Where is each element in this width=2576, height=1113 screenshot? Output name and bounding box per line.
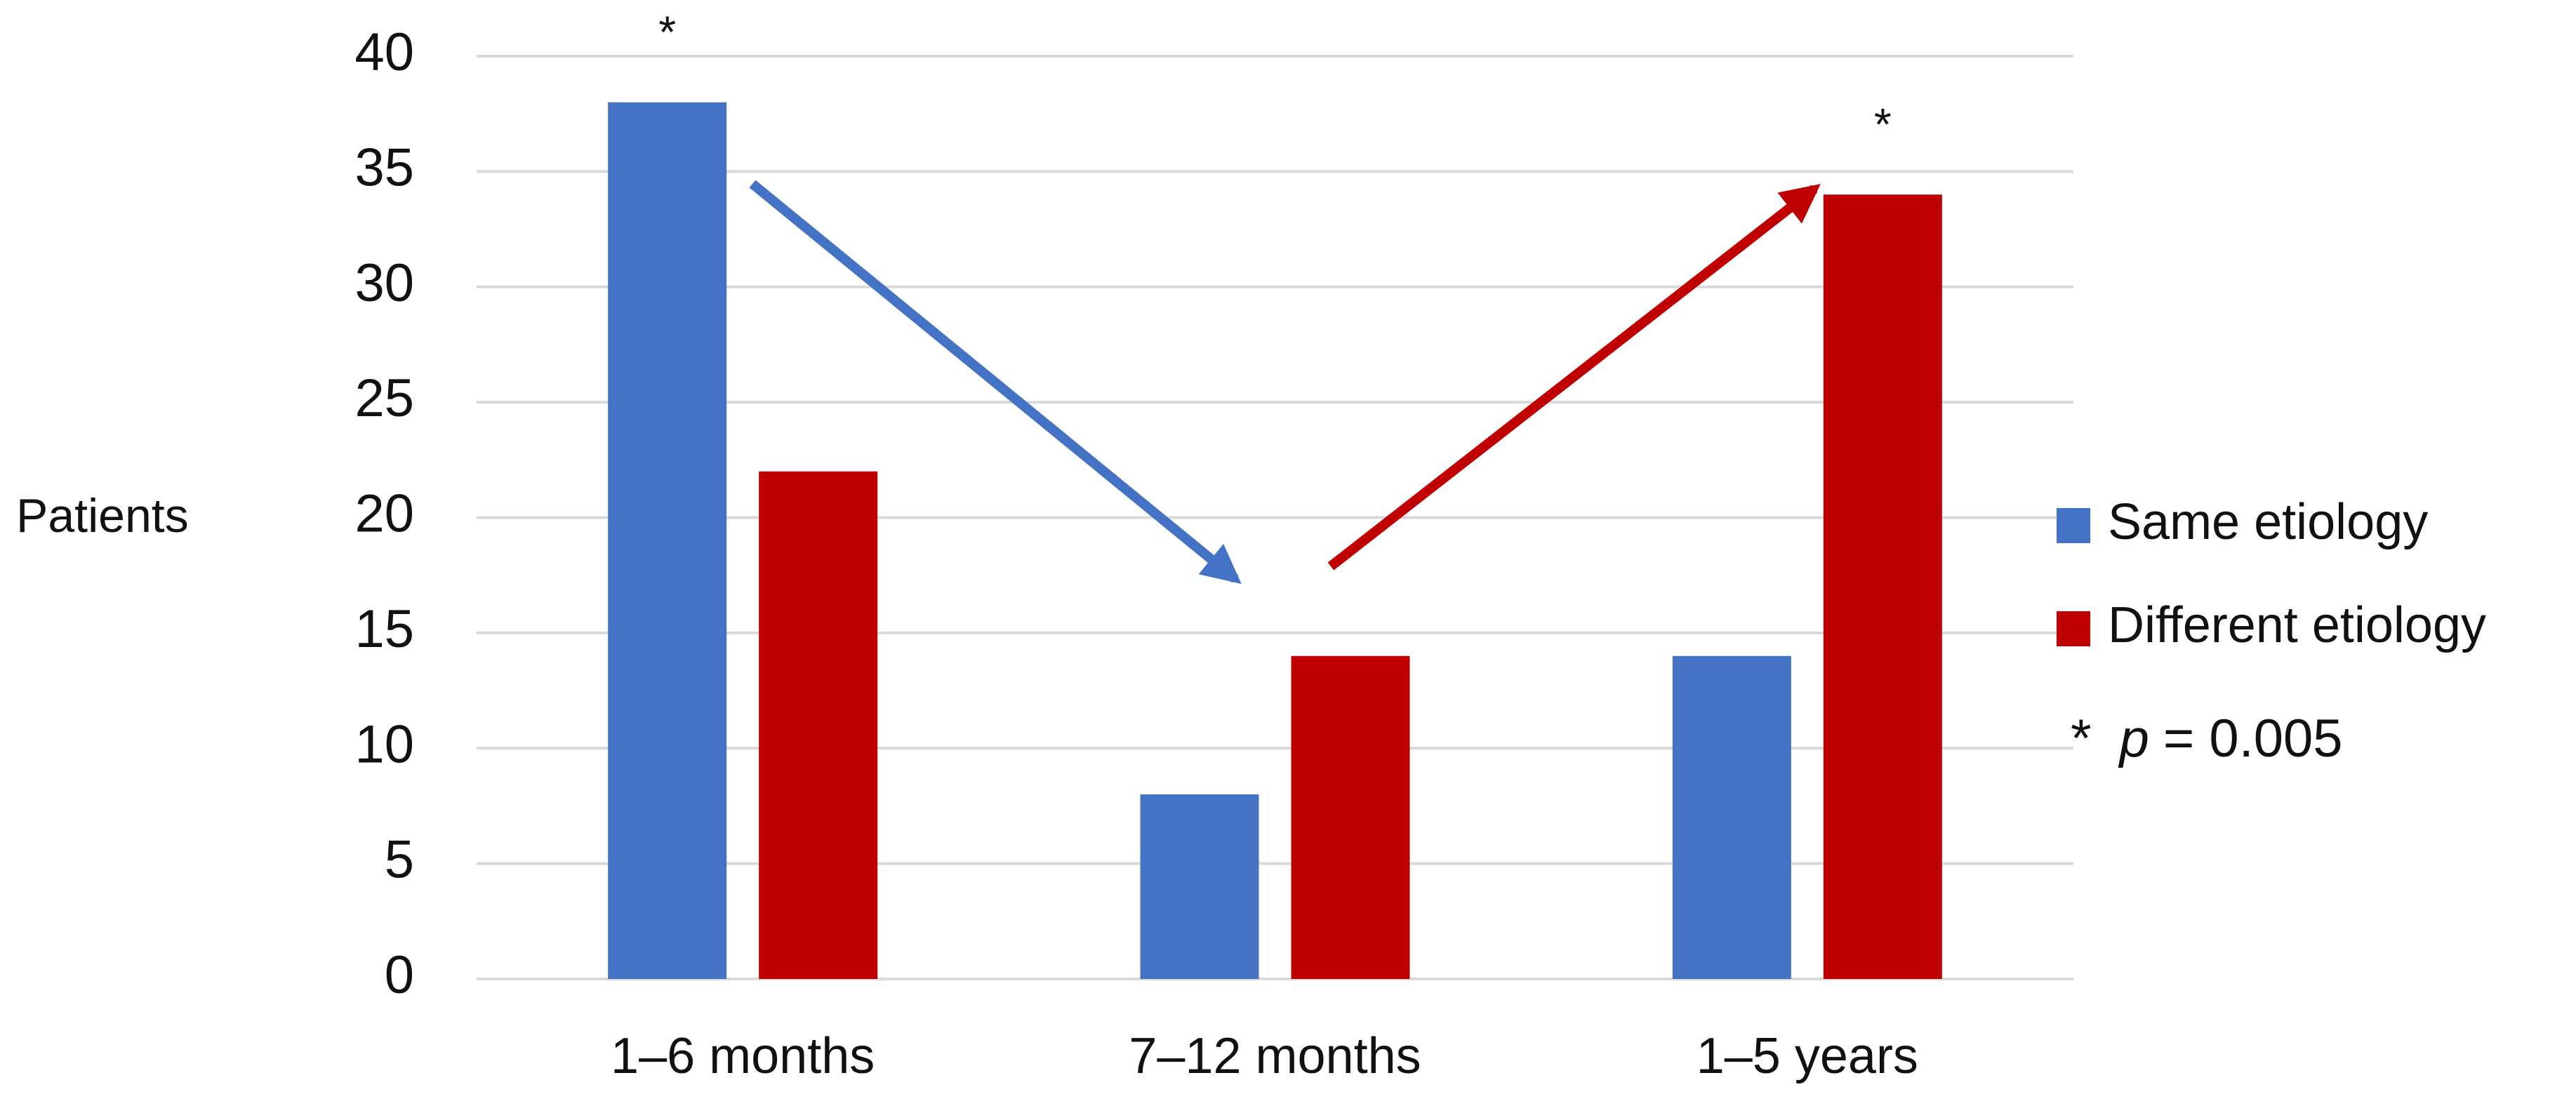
significance-marker: *	[658, 7, 676, 58]
y-tick-label: 30	[354, 253, 414, 313]
note-text: = 0.005	[2163, 709, 2343, 768]
bar	[1140, 794, 1259, 979]
x-tick-label: 7–12 months	[1129, 1028, 1421, 1084]
y-tick-label: 20	[354, 484, 414, 544]
y-tick-label: 10	[354, 714, 414, 774]
legend-swatch	[2057, 508, 2090, 543]
legend-label: Same etiology	[2108, 494, 2428, 550]
note-variable: p	[2118, 709, 2149, 768]
y-tick-label: 15	[354, 599, 414, 659]
bar	[1823, 194, 1942, 979]
significance-note: * p = 0.005	[2071, 709, 2343, 768]
bar	[759, 471, 878, 979]
note-symbol: *	[2071, 709, 2092, 768]
x-tick-label: 1–5 years	[1697, 1028, 1918, 1084]
legend-label: Different etiology	[2108, 597, 2486, 653]
trend-arrow	[1327, 184, 1821, 571]
bar	[608, 102, 727, 979]
significance-marker: *	[1874, 99, 1892, 149]
y-tick-label: 35	[354, 138, 414, 197]
y-axis-label: Patients	[16, 489, 189, 542]
y-tick-label: 40	[354, 22, 414, 82]
bar	[1291, 655, 1410, 979]
legend-swatch	[2057, 611, 2090, 646]
trend-arrow	[749, 180, 1242, 585]
y-tick-label: 5	[385, 830, 414, 890]
y-tick-label: 25	[354, 368, 414, 428]
x-tick-label: 1–6 months	[611, 1028, 875, 1084]
y-tick-label: 0	[385, 945, 414, 1005]
bar	[1672, 655, 1791, 979]
